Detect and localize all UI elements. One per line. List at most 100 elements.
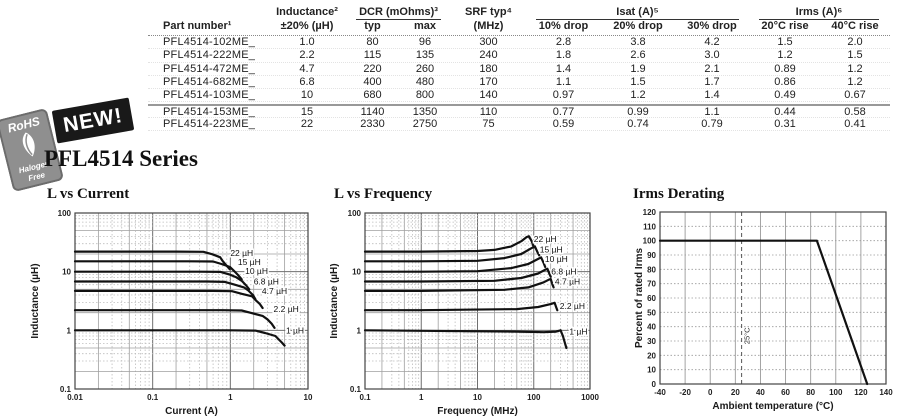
value-cell: 0.89 <box>774 62 796 75</box>
curve-10µH <box>363 256 547 273</box>
value-cell: 1.2 <box>777 49 793 62</box>
value-cell: 1.4 <box>704 89 720 102</box>
curve-15µH <box>363 245 541 263</box>
curve-label-6.8µH: 6.8 µH <box>254 276 279 286</box>
col-group-inductance: Inductance² <box>276 6 338 18</box>
svg-text:30: 30 <box>647 337 656 346</box>
value-cell: 1.9 <box>630 62 646 75</box>
chart-title-irms-derating: Irms Derating <box>633 186 725 202</box>
curve-6.8µH <box>73 280 257 301</box>
value-cell: 300 <box>479 36 498 48</box>
svg-text:-40: -40 <box>654 388 666 397</box>
irms-derating-chart: -40 -20 0 20 40 60 80 100 120 140 0 10 20 30 40 50 60 70 8… <box>634 208 893 412</box>
svg-text:100: 100 <box>348 209 362 218</box>
value-cell: 0.49 <box>774 89 796 102</box>
y-axis-label: Inductance (µH) <box>330 263 340 338</box>
spec-table-body: PFL4514-102ME_ 1.0 80 96 300 2.8 3.8 4.2 1.5 2.0 P… <box>148 36 890 132</box>
value-cell: 1.2 <box>847 62 863 75</box>
value-cell: 400 <box>363 75 382 88</box>
svg-text:100: 100 <box>527 393 541 402</box>
value-cell: 800 <box>415 89 435 102</box>
x-axis-label: Current (A) <box>165 406 218 417</box>
value-cell: 170 <box>479 75 498 88</box>
curve-derating-line <box>658 239 869 386</box>
col-group-irms: Irms (A)⁶ <box>759 5 879 20</box>
svg-text:60: 60 <box>647 294 656 303</box>
col-irms-20c: 20°C rise <box>761 20 809 32</box>
value-cell: 2.6 <box>630 49 646 62</box>
table-row: PFL4514-222ME_ 2.2 115 135 240 1.8 2.6 3.0 1.2 1.… <box>148 49 890 63</box>
svg-text:40: 40 <box>756 388 765 397</box>
svg-text:20: 20 <box>647 351 656 360</box>
rohs-halogen-free-badge: RoHS Halogen Free <box>0 108 64 192</box>
svg-text:60: 60 <box>781 388 790 397</box>
value-cell: 80 <box>366 36 379 48</box>
spec-table-header: Inductance² DCR (mOhms)³ SRF typ⁴ Isat (… <box>148 5 890 36</box>
value-cell: 1.8 <box>555 49 572 62</box>
value-cell: 10 <box>300 89 314 102</box>
y-axis-label: Inductance (µH) <box>30 263 41 338</box>
page-title: PFL4514 Series <box>44 146 198 171</box>
curve-label-15µH: 15 µH <box>238 257 261 267</box>
value-cell: 0.86 <box>774 75 796 88</box>
col-inductance-unit: ±20% (µH) <box>280 20 334 32</box>
col-irms-40c: 40°C rise <box>831 20 879 32</box>
value-cell: 1.1 <box>555 75 572 88</box>
svg-text:10: 10 <box>62 268 71 277</box>
curve-label-6.8µH: 6.8 µH <box>551 267 576 277</box>
header-group-row: Inductance² DCR (mOhms)³ SRF typ⁴ Isat (… <box>148 5 890 20</box>
value-cell: 140 <box>479 89 498 102</box>
value-cell: 0.67 <box>844 89 866 102</box>
svg-text:1: 1 <box>228 393 233 402</box>
svg-text:1000: 1000 <box>581 393 599 402</box>
value-cell: 2.2 <box>299 49 315 62</box>
spec-table: Inductance² DCR (mOhms)³ SRF typ⁴ Isat (… <box>148 5 890 132</box>
curve-22µH <box>363 235 535 253</box>
part-number-cell: PFL4514-103ME_ <box>163 89 256 102</box>
x-axis-label: Ambient temperature (°C) <box>712 401 833 412</box>
svg-text:0.01: 0.01 <box>67 393 83 402</box>
svg-text:0.1: 0.1 <box>359 393 371 402</box>
value-cell: 2.0 <box>847 36 863 48</box>
part-number-cell: PFL4514-223ME_ <box>163 117 256 130</box>
curve-label-10µH: 10 µH <box>245 266 268 276</box>
col-isat-20: 20% drop <box>613 20 663 32</box>
col-part-number: Part number¹ <box>163 20 232 32</box>
svg-text:0: 0 <box>652 380 657 389</box>
value-cell: 2.8 <box>555 36 572 48</box>
col-group-dcr: DCR (mOhms)³ <box>356 5 441 20</box>
value-cell: 22 <box>300 117 314 130</box>
curve-15µH <box>73 260 243 281</box>
reference-line-label: 25°C <box>743 327 752 344</box>
value-cell: 3.0 <box>704 49 720 62</box>
value-cell: 6.8 <box>299 75 315 88</box>
col-dcr-typ: typ <box>364 20 381 32</box>
svg-text:100: 100 <box>643 237 657 246</box>
value-cell: 4.2 <box>704 36 720 48</box>
svg-text:1: 1 <box>67 326 72 335</box>
svg-text:140: 140 <box>879 388 893 397</box>
col-group-isat: Isat (A)⁵ <box>536 5 739 20</box>
table-row: PFL4514-472ME_ 4.7 220 260 180 1.4 1.9 2.1 0.89 1… <box>148 63 890 76</box>
value-cell: 1.5 <box>630 75 646 88</box>
curve-4.7µH <box>363 277 555 292</box>
svg-text:110: 110 <box>643 222 656 231</box>
y-axis-label: Percent of rated Irms <box>634 248 645 348</box>
svg-text:0.1: 0.1 <box>60 385 72 394</box>
svg-text:80: 80 <box>806 388 815 397</box>
svg-text:80: 80 <box>647 265 656 274</box>
value-cell: 0.74 <box>627 117 649 130</box>
svg-text:10: 10 <box>352 268 361 277</box>
value-cell: 260 <box>415 62 435 75</box>
svg-text:10: 10 <box>304 393 313 402</box>
value-cell: 2750 <box>412 117 438 130</box>
value-cell: 1.4 <box>555 62 572 75</box>
curve-4.7µH <box>73 289 264 310</box>
svg-text:0: 0 <box>708 388 713 397</box>
svg-text:1: 1 <box>419 393 424 402</box>
new-badge-label: NEW! <box>61 103 125 137</box>
svg-text:100: 100 <box>829 388 843 397</box>
value-cell: 1.7 <box>704 75 720 88</box>
svg-text:90: 90 <box>647 251 656 260</box>
